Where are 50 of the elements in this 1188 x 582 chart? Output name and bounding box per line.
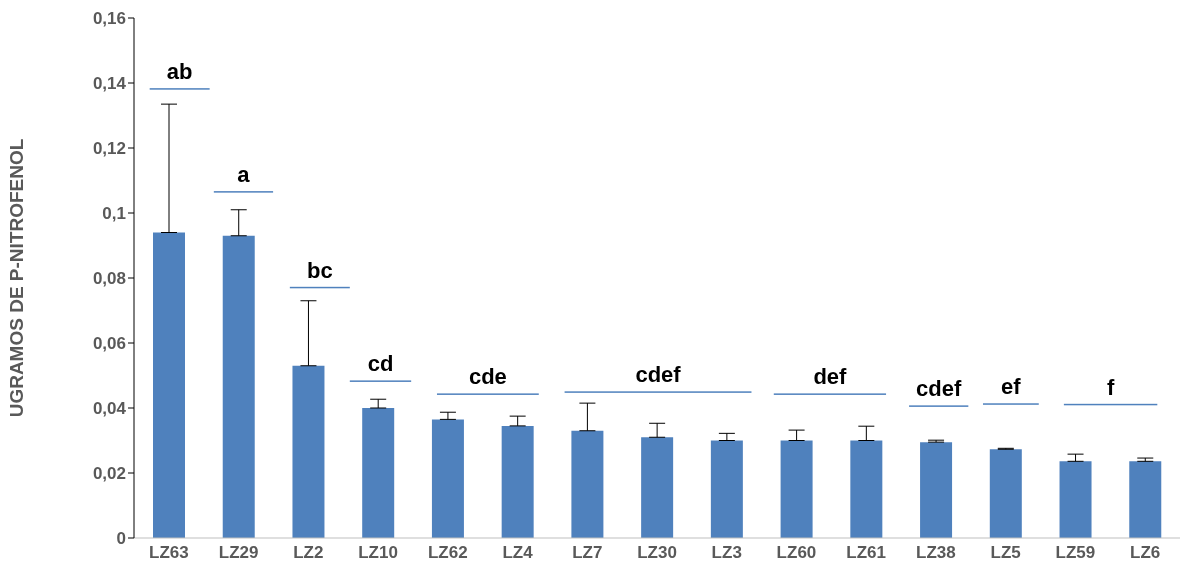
x-tick-label: LZ38 (916, 543, 956, 563)
annotation: bc (306, 257, 333, 283)
bar (571, 430, 604, 538)
bar (920, 442, 953, 538)
y-tick-label: 0,14 (92, 74, 127, 94)
bar (1059, 461, 1092, 538)
x-tick-label: LZ7 (572, 543, 603, 563)
annotation: a (237, 161, 251, 187)
y-tick-label: 0,12 (92, 139, 126, 159)
bar (989, 449, 1022, 538)
bar (641, 437, 674, 538)
y-tick-label: 0 (116, 529, 126, 549)
x-tick-label: LZ59 (1055, 543, 1096, 563)
x-tick-label: LZ29 (218, 543, 259, 563)
x-tick-label: LZ4 (502, 543, 534, 563)
y-tick-label: 0,16 (92, 9, 126, 29)
bar (153, 232, 185, 538)
x-tick-label: LZ61 (846, 543, 887, 563)
bar (501, 425, 534, 538)
y-tick-label: 0,1 (102, 204, 126, 224)
y-tick-label: 0,08 (92, 269, 126, 289)
x-tick-label: LZ60 (776, 543, 817, 563)
bar (362, 408, 395, 538)
y-tick-label: 0,06 (92, 334, 126, 354)
bar (431, 419, 464, 538)
annotation: f (1106, 374, 1115, 400)
bar (710, 440, 743, 538)
annotation: cde (468, 364, 507, 390)
annotation: cdef (916, 376, 962, 402)
x-tick-label: LZ2 (293, 543, 324, 563)
annotation: ab (166, 58, 193, 84)
annotation: cd (367, 351, 394, 377)
bar (850, 440, 883, 538)
bar (780, 440, 813, 538)
annotation: ef (1001, 374, 1022, 400)
x-tick-label: LZ30 (637, 543, 677, 563)
bar (222, 235, 255, 538)
y-axis-title: UGRAMOS DE P-NITROFENOL (5, 138, 27, 418)
y-tick-label: 0,02 (92, 464, 126, 484)
y-tick-label: 0,04 (92, 399, 127, 419)
bar (292, 365, 325, 538)
annotation: def (813, 364, 848, 390)
x-tick-label: LZ5 (990, 543, 1021, 563)
x-tick-label: LZ6 (1130, 543, 1161, 563)
x-tick-label: LZ10 (358, 543, 398, 563)
bar (1129, 461, 1162, 538)
annotation: cdef (635, 362, 682, 388)
x-tick-label: LZ62 (427, 543, 468, 563)
x-tick-label: LZ63 (149, 543, 189, 563)
x-tick-label: LZ3 (711, 543, 742, 563)
